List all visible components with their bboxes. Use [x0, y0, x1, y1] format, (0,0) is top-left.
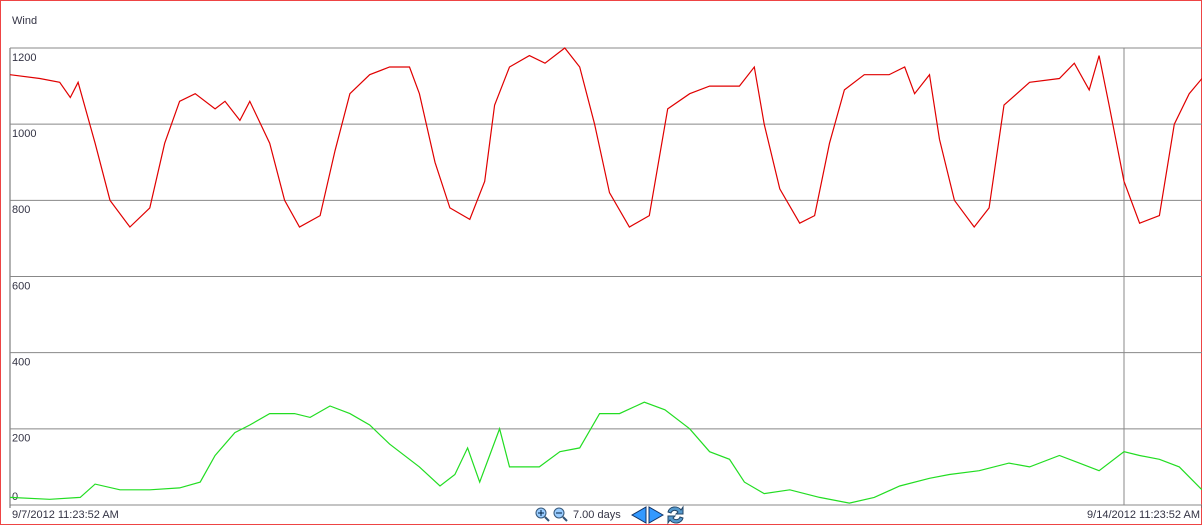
x-tick-label: 9/14/2012 11:23:52 AM: [1087, 509, 1200, 521]
x-tick-label: 9/7/2012 11:23:52 AM: [12, 509, 119, 521]
zoom-in[interactable]: [535, 507, 550, 522]
y-tick-label: 1200: [12, 52, 36, 64]
y-tick-label: 1000: [12, 128, 36, 140]
chart-title: Wind: [12, 15, 37, 27]
zoom-out[interactable]: [553, 507, 568, 522]
scroll-right[interactable]: [648, 506, 665, 524]
range-label: 7.00 days: [573, 509, 621, 521]
y-tick-label: 600: [12, 280, 30, 292]
series-line: [9, 47, 1202, 228]
refresh[interactable]: [667, 505, 684, 525]
y-tick-label: 200: [12, 433, 30, 445]
y-tick-label: 800: [12, 204, 30, 216]
y-tick-label: 0: [12, 491, 18, 503]
scroll-left[interactable]: [630, 506, 647, 524]
y-tick-label: 400: [12, 357, 30, 369]
series-line: [9, 401, 1202, 504]
